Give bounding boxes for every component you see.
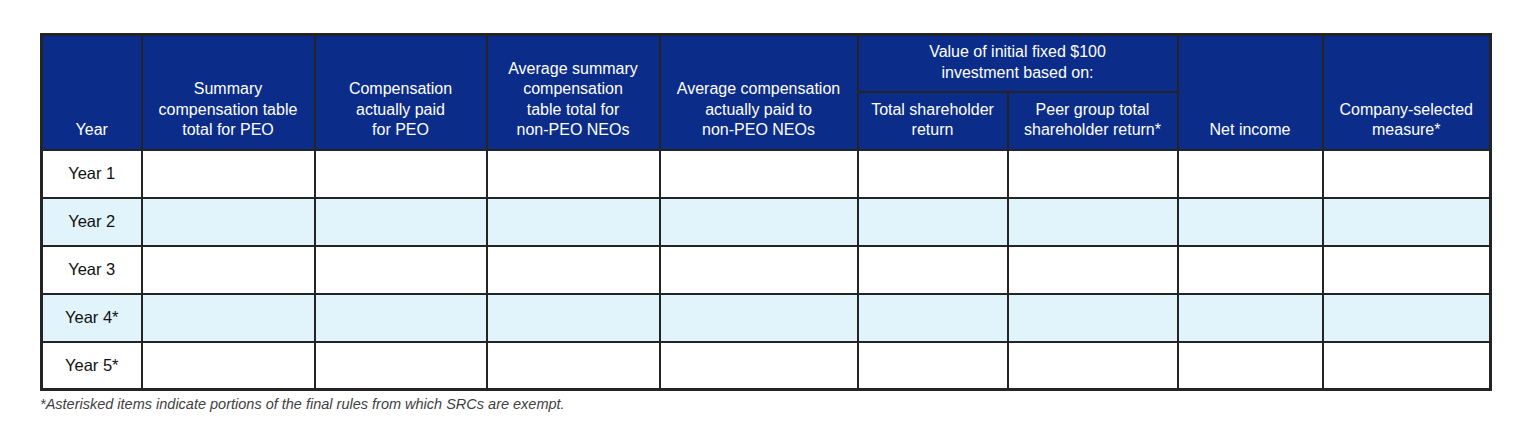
table-cell	[1323, 342, 1491, 390]
table-cell	[1008, 150, 1178, 198]
table-row-year-1: Year 1	[42, 150, 1491, 198]
page: Year Summary compensation table total fo…	[0, 0, 1536, 426]
table-cell	[1178, 246, 1323, 294]
column-header-year: Year	[42, 35, 142, 150]
table-cell	[858, 246, 1008, 294]
column-header-peer-group-shareholder-return: Peer group total shareholder return*	[1008, 92, 1178, 150]
footnote: *Asterisked items indicate portions of t…	[40, 396, 565, 412]
header-row-top: Year Summary compensation table total fo…	[42, 35, 1491, 92]
table-cell	[315, 198, 487, 246]
table-cell	[315, 342, 487, 390]
column-header-total-shareholder-return: Total shareholder return	[858, 92, 1008, 150]
table-cell	[1178, 150, 1323, 198]
table-cell	[858, 150, 1008, 198]
table-cell	[1008, 198, 1178, 246]
table-cell	[142, 150, 315, 198]
table-cell	[487, 246, 660, 294]
pay-versus-performance-table: Year Summary compensation table total fo…	[40, 33, 1492, 391]
row-label: Year 1	[42, 150, 142, 198]
table-cell	[1323, 150, 1491, 198]
row-label: Year 3	[42, 246, 142, 294]
table-cell	[1323, 246, 1491, 294]
table-cell	[1323, 198, 1491, 246]
column-header-avg-comp-paid-non-peo: Average compensation actually paid to no…	[660, 35, 858, 150]
table-cell	[315, 150, 487, 198]
table-row-year-4: Year 4*	[42, 294, 1491, 342]
table-cell	[142, 246, 315, 294]
table-cell	[142, 342, 315, 390]
table-cell	[1008, 246, 1178, 294]
column-header-company-selected-measure: Company-selected measure*	[1323, 35, 1491, 150]
table-cell	[487, 150, 660, 198]
table-row-year-2: Year 2	[42, 198, 1491, 246]
table-cell	[315, 246, 487, 294]
table-cell	[1178, 342, 1323, 390]
column-header-summary-comp-total-peo: Summary compensation table total for PEO	[142, 35, 315, 150]
table-cell	[1178, 198, 1323, 246]
table-cell	[1008, 294, 1178, 342]
table-cell	[142, 294, 315, 342]
table-cell	[858, 342, 1008, 390]
table-cell	[142, 198, 315, 246]
row-label: Year 2	[42, 198, 142, 246]
table-cell	[660, 342, 858, 390]
table-body: Year 1 Year 2	[42, 150, 1491, 390]
column-header-net-income: Net income	[1178, 35, 1323, 150]
column-group-header-fixed-investment-value: Value of initial fixed $100 investment b…	[858, 35, 1178, 92]
table-cell	[660, 246, 858, 294]
table-header: Year Summary compensation table total fo…	[42, 35, 1491, 150]
table-cell	[660, 198, 858, 246]
table-cell	[1008, 342, 1178, 390]
table-cell	[487, 198, 660, 246]
table-row-year-5: Year 5*	[42, 342, 1491, 390]
row-label: Year 5*	[42, 342, 142, 390]
table-cell	[858, 294, 1008, 342]
table-row-year-3: Year 3	[42, 246, 1491, 294]
table-cell	[1178, 294, 1323, 342]
table-cell	[1323, 294, 1491, 342]
column-header-avg-summary-comp-non-peo: Average summary compensation table total…	[487, 35, 660, 150]
table-cell	[487, 294, 660, 342]
table-cell	[858, 198, 1008, 246]
table-cell	[660, 150, 858, 198]
table-cell	[660, 294, 858, 342]
table-cell	[315, 294, 487, 342]
row-label: Year 4*	[42, 294, 142, 342]
column-header-comp-actually-paid-peo: Compensation actually paid for PEO	[315, 35, 487, 150]
table-cell	[487, 342, 660, 390]
pay-versus-performance-table-wrap: Year Summary compensation table total fo…	[40, 33, 1489, 391]
